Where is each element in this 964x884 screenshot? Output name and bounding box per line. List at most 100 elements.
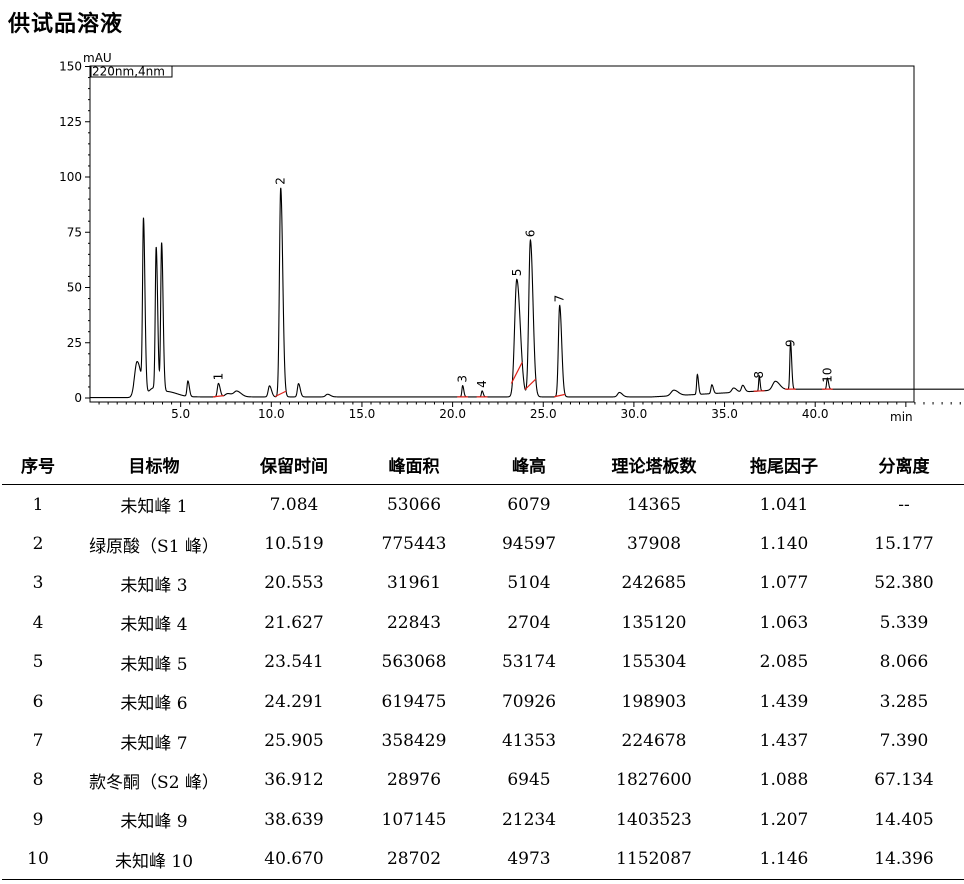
peak-label: 3 bbox=[456, 375, 470, 383]
table-cell: 28976 bbox=[386, 770, 442, 791]
table-cell: 224678 bbox=[621, 731, 687, 752]
y-tick-label: 25 bbox=[67, 336, 82, 350]
table-header-cell: 分离度 bbox=[844, 444, 964, 485]
table-cell: 未知峰 9 bbox=[120, 812, 188, 833]
x-tick-label: 20.0 bbox=[439, 407, 466, 421]
table-cell: 4973 bbox=[474, 839, 584, 880]
table-row: 5 未知峰 5 23.541 563068 53174 155304 2.085 8.066 bbox=[2, 643, 964, 682]
x-tick-label: 5.0 bbox=[171, 407, 190, 421]
table-cell: 31961 bbox=[386, 573, 442, 594]
table-cell: 14.405 bbox=[874, 809, 934, 830]
legend-text: 220nm,4nm bbox=[92, 65, 165, 79]
y-tick-label: 125 bbox=[59, 115, 82, 129]
table-cell: 37908 bbox=[626, 534, 682, 555]
table-cell: 40.670 bbox=[234, 839, 354, 880]
table-cell: 20.553 bbox=[264, 573, 324, 594]
x-tick-label: 30.0 bbox=[621, 407, 648, 421]
table-row: 6 未知峰 6 24.291 619475 70926 198903 1.439 3.285 bbox=[2, 682, 964, 721]
table-cell: 6945 bbox=[507, 770, 551, 791]
table-cell: 38.639 bbox=[264, 809, 324, 830]
integration-marks bbox=[212, 361, 833, 398]
peak-label: 8 bbox=[752, 371, 766, 379]
integration-mark bbox=[510, 361, 523, 384]
table-row: 3 未知峰 3 20.553 31961 5104 242685 1.077 52.380 bbox=[2, 564, 964, 603]
table-cell: 41353 bbox=[501, 731, 557, 752]
table-header-cell: 拖尾因子 bbox=[724, 444, 844, 485]
table-cell: 1 bbox=[32, 494, 44, 515]
table-cell: 15.177 bbox=[874, 534, 934, 555]
page-title: 供试品溶液 bbox=[8, 12, 124, 37]
peak-label: 10 bbox=[820, 368, 834, 383]
peak-label: 5 bbox=[510, 269, 524, 277]
table-cell: 2704 bbox=[507, 612, 551, 633]
plot-area bbox=[89, 65, 915, 403]
y-unit-label: mAU bbox=[83, 51, 112, 65]
y-axis: 0 25 50 75 100 125 150 bbox=[59, 60, 90, 405]
table-cell: 6 bbox=[32, 691, 44, 712]
y-tick-label: 50 bbox=[67, 281, 82, 295]
table-cell: 67.134 bbox=[874, 770, 934, 791]
table-cell: 23.541 bbox=[264, 652, 324, 673]
table-cell: 2 bbox=[32, 534, 44, 555]
table-cell: 5104 bbox=[507, 573, 551, 594]
table-cell: 1152087 bbox=[584, 839, 724, 880]
table-row: 10 未知峰 10 40.670 28702 4973 1152087 1.146 14.39… bbox=[2, 839, 964, 880]
integration-mark bbox=[524, 378, 537, 391]
table-cell: 1.077 bbox=[759, 573, 809, 594]
x-unit-label: min bbox=[890, 410, 913, 424]
table-cell: 52.380 bbox=[874, 573, 934, 594]
table-cell: 7.390 bbox=[879, 731, 929, 752]
table-cell: 1.207 bbox=[759, 809, 809, 830]
table-cell: 3 bbox=[32, 573, 44, 594]
table-cell: 25.905 bbox=[264, 731, 324, 752]
table-row: 2 绿原酸（S1 峰） 10.519 775443 94597 37908 1.140 15.… bbox=[2, 524, 964, 563]
table-cell: 未知峰 6 bbox=[120, 694, 188, 715]
table-cell: 绿原酸（S1 峰） bbox=[89, 536, 219, 557]
table-cell: 6079 bbox=[507, 494, 551, 515]
table-cell: 1.439 bbox=[759, 691, 809, 712]
y-tick-label: 75 bbox=[67, 225, 82, 239]
table-row: 4 未知峰 4 21.627 22843 2704 135120 1.063 5.339 bbox=[2, 603, 964, 642]
table-cell: -- bbox=[898, 494, 910, 515]
table-cell: 1.088 bbox=[759, 770, 809, 791]
table-header-cell: 理论塔板数 bbox=[584, 444, 724, 485]
chromatogram-trace bbox=[90, 187, 964, 399]
table-cell: 4 bbox=[32, 612, 44, 633]
peak-label: 9 bbox=[784, 339, 798, 347]
table-cell: 135120 bbox=[621, 612, 687, 633]
table-cell: 155304 bbox=[621, 652, 687, 673]
table-cell: 7 bbox=[32, 731, 44, 752]
table-cell: 1827600 bbox=[616, 770, 692, 791]
table-cell: 21234 bbox=[501, 809, 557, 830]
table-cell: 未知峰 1 bbox=[120, 497, 188, 518]
table-cell: 1.146 bbox=[724, 839, 844, 880]
table-cell: 5.339 bbox=[879, 612, 929, 633]
integration-mark bbox=[275, 390, 287, 398]
table-cell: 1.437 bbox=[759, 731, 809, 752]
table-cell: 14.396 bbox=[844, 839, 964, 880]
table-cell: 358429 bbox=[381, 731, 447, 752]
table-cell: 1.140 bbox=[759, 534, 809, 555]
x-tick-label: 15.0 bbox=[349, 407, 376, 421]
table-cell: 1.041 bbox=[759, 494, 809, 515]
table-cell: 10.519 bbox=[264, 534, 324, 555]
integration-mark bbox=[554, 393, 566, 398]
y-tick-label: 100 bbox=[59, 170, 82, 184]
table-row: 7 未知峰 7 25.905 358429 41353 224678 1.437 7.390 bbox=[2, 721, 964, 760]
table-cell: 70926 bbox=[501, 691, 557, 712]
table-cell: 53174 bbox=[501, 652, 557, 673]
table-cell: 563068 bbox=[381, 652, 447, 673]
table-row: 8 款冬酮（S2 峰） 36.912 28976 6945 1827600 1.088 67.… bbox=[2, 761, 964, 800]
peak-label: 7 bbox=[553, 295, 567, 303]
table-cell: 3.285 bbox=[879, 691, 929, 712]
table-row: 9 未知峰 9 38.639 107145 21234 1403523 1.207 14.40… bbox=[2, 800, 964, 839]
table-cell: 14365 bbox=[626, 494, 682, 515]
table-header-cell: 目标物 bbox=[74, 444, 234, 485]
table-cell: 1403523 bbox=[616, 809, 692, 830]
table-cell: 107145 bbox=[381, 809, 447, 830]
y-tick-label: 0 bbox=[74, 391, 82, 405]
peak-labels: 1 2 34 5 6 7 8 9 10 bbox=[211, 177, 834, 388]
peak-label: 1 bbox=[211, 373, 225, 381]
x-tick-label: 25.0 bbox=[530, 407, 557, 421]
